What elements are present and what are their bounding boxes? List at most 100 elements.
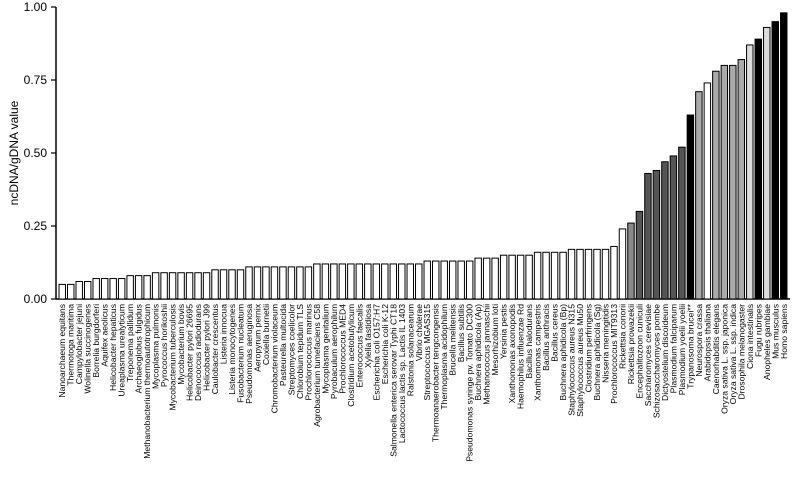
x-tick-label: Ciona intestinalis — [745, 304, 755, 369]
x-tick-label: Schizosaccharomyces pombe — [651, 304, 661, 418]
x-tick-label: Mycobacterium bovis — [176, 304, 186, 385]
bar — [720, 64, 729, 300]
x-tick-label: Plasmodium falciparum — [668, 304, 678, 393]
x-tick-label: Anopheles gambiae — [762, 304, 772, 380]
x-tick-label: Caulobacter crescentus — [210, 304, 220, 394]
x-tick-label: Mus musculus — [770, 304, 780, 359]
bar — [338, 263, 347, 300]
x-tick-label: Thermoanaerobacter tengcongensis — [431, 304, 441, 442]
bar — [584, 248, 593, 300]
x-tick-label: Wolinella succinogenes — [83, 304, 93, 394]
bar — [330, 263, 338, 300]
bar — [678, 146, 686, 300]
x-tick-label: Nisseria meningitidis — [601, 304, 611, 383]
bar — [304, 266, 313, 300]
bar — [270, 266, 279, 300]
y-axis-label: ncDNA/gDNA value — [7, 100, 21, 205]
x-tick-label: Oryza sativa L. ssp. japonica — [719, 304, 729, 414]
x-tick-label: Treponema pallidum — [125, 304, 135, 382]
bar — [185, 272, 194, 300]
bar — [168, 272, 177, 300]
bar — [567, 248, 576, 300]
x-tick-label: Prochlorococcus MIT9313 — [609, 304, 619, 404]
bar — [474, 257, 482, 300]
x-tick-label: Thermotoga maritima — [66, 304, 76, 386]
x-tick-label: Bacillus cereus — [550, 304, 560, 362]
bar — [219, 269, 228, 300]
x-tick-label: Mycobacterium tuberculosis — [168, 304, 178, 411]
x-tick-label: Oryza sativa L. ssp. indica — [728, 304, 738, 405]
bar — [601, 248, 610, 300]
bar — [652, 170, 661, 300]
x-tick-label: Coxiella burnetii — [261, 304, 271, 365]
x-tick-label: Fugu rubripes — [753, 304, 763, 357]
x-tick-label: Staphylococcus aureus N315 — [567, 304, 577, 416]
x-tick-label: Streptococcus MGAS315 — [422, 304, 432, 401]
x-tick-label: Brucella melitensis — [448, 304, 458, 376]
x-tick-label: Clostridium acetobutylicum — [346, 304, 356, 407]
x-tick-label: Helicobacter pylori J99 — [202, 304, 212, 391]
x-tick-label: Xylella fastidiosa — [363, 304, 373, 368]
bar — [440, 260, 448, 300]
bar — [83, 280, 92, 300]
bar — [746, 44, 754, 300]
x-tick-label: Agrobacterium tumefaciens C58 — [312, 304, 322, 427]
x-tick-label: Streptomyces coelicolor — [286, 304, 296, 395]
bar — [754, 38, 763, 300]
bar — [729, 64, 737, 300]
x-tick-label: Aeropyrum pernix — [252, 303, 262, 372]
y-tick-label: 1.00 — [24, 0, 48, 14]
bar — [457, 260, 465, 300]
x-tick-label: Pseudomonas syringe pv. Tomato DC300 — [465, 304, 475, 462]
x-tick-label: Mesorhizobium loti — [490, 304, 500, 376]
x-tick-label: Buchnera aphidicola (Sg) — [592, 304, 602, 401]
bar — [313, 263, 321, 300]
x-tick-label: Pasteurella multocida — [278, 304, 288, 386]
bar — [644, 172, 652, 300]
y-tick-label: 0.50 — [24, 146, 48, 160]
x-tick-label: Clostridium perfringens — [584, 304, 594, 392]
x-tick-label: Xanthomonas axonopodis — [507, 304, 517, 403]
bar — [236, 269, 245, 300]
bar — [712, 70, 720, 300]
bar — [92, 278, 100, 300]
x-tick-label: Escherichia coli O157:H7 — [371, 304, 381, 401]
bar — [134, 275, 143, 300]
bar — [160, 272, 168, 300]
x-tick-label: Caenorhabditis elegans — [711, 304, 721, 394]
bar — [542, 251, 550, 300]
x-tick-label: Bacillus halodurans — [524, 304, 534, 379]
x-tick-label: Deinococcus radiodurans — [193, 304, 203, 401]
x-tick-label: Prochlorococcus marinus — [303, 304, 313, 400]
x-tick-label: Trypanosoma brucei** — [685, 303, 695, 388]
x-tick-label: Arabidopsis thaliana — [702, 304, 712, 382]
bar — [381, 263, 389, 300]
bar — [559, 251, 567, 300]
bar — [228, 269, 236, 300]
x-tick-label: Yersinia pestis — [499, 304, 509, 359]
bar — [491, 257, 499, 300]
bar — [58, 283, 66, 300]
bar — [287, 266, 296, 300]
x-tick-label: Pseudomonas aeruginosa — [244, 304, 254, 404]
bar — [423, 260, 431, 300]
x-tick-label: Buchnera aphidicola (Bp) — [558, 304, 568, 401]
bar — [771, 21, 779, 300]
x-tick-label: Bacillus subtilis — [456, 304, 466, 362]
bar — [610, 245, 618, 300]
bar — [100, 278, 109, 300]
x-tick-label: Listeria monocytogenes — [227, 304, 237, 395]
x-tick-label: Mycoplasma pulmonis — [151, 304, 161, 389]
x-tick-label: Haemophilus influenzae Rd — [516, 304, 526, 409]
bar — [533, 251, 542, 300]
x-tick-label: Lactococcus lactis sp. Lactis IL 1403 — [397, 304, 407, 443]
y-tick-label: 0.25 — [24, 219, 48, 233]
x-tick-label: Pyrococcus horikoshii — [159, 304, 169, 387]
x-tick-label: Thermoplasma acidophilum — [439, 304, 449, 410]
bar — [389, 263, 398, 300]
x-tick-label: Ralstonia solanacearum — [405, 304, 415, 396]
bar — [635, 210, 644, 300]
x-tick-label: Methanobacterium thermoautotrophicum — [142, 304, 152, 459]
x-tick-label: Borrelia burgdorferi — [91, 304, 101, 378]
